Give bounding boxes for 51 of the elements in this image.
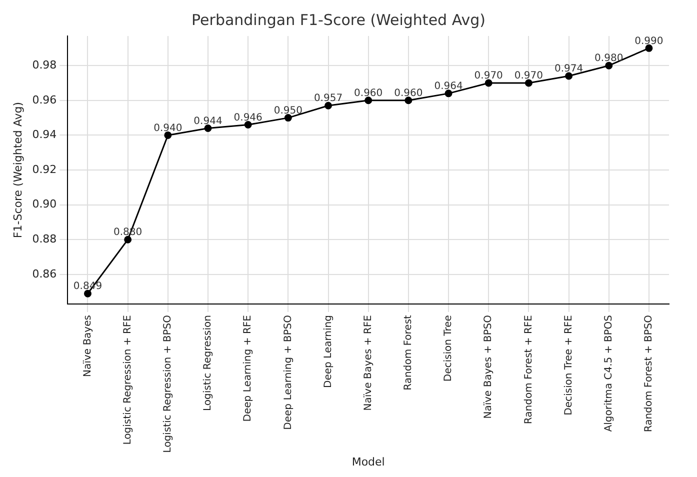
- point: [565, 72, 573, 80]
- y-tick-label: 0.98: [32, 58, 57, 72]
- data-label: 0.960: [354, 88, 383, 99]
- data-label: 0.960: [394, 88, 423, 99]
- y-tick-label: 0.90: [32, 198, 57, 211]
- point: [605, 62, 613, 70]
- point: [204, 124, 212, 132]
- y-tick-label: 0.88: [32, 232, 57, 246]
- y-tick-label: 0.96: [32, 93, 57, 106]
- chart-title: Perbandingan F1-Score (Weighted Avg): [192, 10, 486, 29]
- point: [164, 131, 172, 139]
- x-tick-label: Deep Learning + BPSO: [282, 314, 294, 430]
- x-tick-label: Deep Learning: [322, 315, 334, 388]
- x-tick-label: Decision Tree: [443, 315, 454, 382]
- data-label: 0.964: [434, 81, 463, 92]
- data-label: 0.990: [634, 36, 664, 47]
- y-tick-label: 0.94: [32, 128, 57, 142]
- point: [444, 90, 452, 98]
- x-tick-label: Random Forest + RFE: [523, 315, 534, 424]
- data-label: 0.957: [314, 93, 343, 104]
- point: [404, 96, 412, 104]
- x-tick-label: Naïve Bayes + RFE: [362, 315, 374, 411]
- data-label: 0.980: [594, 53, 624, 64]
- data-label: 0.970: [514, 70, 544, 82]
- data-label: 0.944: [194, 116, 222, 127]
- data-label: 0.970: [474, 70, 503, 82]
- x-axis-title: Model: [352, 455, 385, 468]
- x-tick-label: Logistic Regression: [202, 315, 214, 411]
- point: [284, 114, 292, 122]
- data-label: 0.950: [274, 105, 302, 116]
- x-tick-label: Logistic Regression + BPSO: [162, 314, 174, 453]
- y-tick-label: 0.86: [32, 267, 57, 280]
- point: [645, 44, 653, 52]
- y-tick-label: 0.92: [32, 162, 57, 176]
- data-label: 0.946: [234, 112, 262, 124]
- x-tick-label: Random Forest + BPSO: [644, 314, 655, 432]
- x-tick-label: Algoritma C4.5 + BPOS: [603, 315, 614, 432]
- point: [524, 79, 532, 87]
- x-tick-label: Logistic Regression + RFE: [122, 315, 134, 445]
- point: [364, 96, 372, 104]
- x-tick-label: Naïve Bayes: [82, 315, 94, 377]
- y-axis-title: F1-Score (Weighted Avg): [11, 102, 24, 238]
- data-label: 0.974: [554, 64, 584, 75]
- x-tick-label: Naïve Bayes + BPSO: [483, 314, 494, 419]
- data-label: 0.940: [154, 122, 182, 134]
- x-tick-label: Deep Learning + RFE: [242, 315, 254, 422]
- point: [484, 79, 492, 87]
- x-tick-label: Decision Tree + RFE: [563, 315, 574, 416]
- point: [244, 121, 252, 129]
- x-tick-label: Random Forest: [403, 314, 414, 390]
- point: [324, 102, 332, 110]
